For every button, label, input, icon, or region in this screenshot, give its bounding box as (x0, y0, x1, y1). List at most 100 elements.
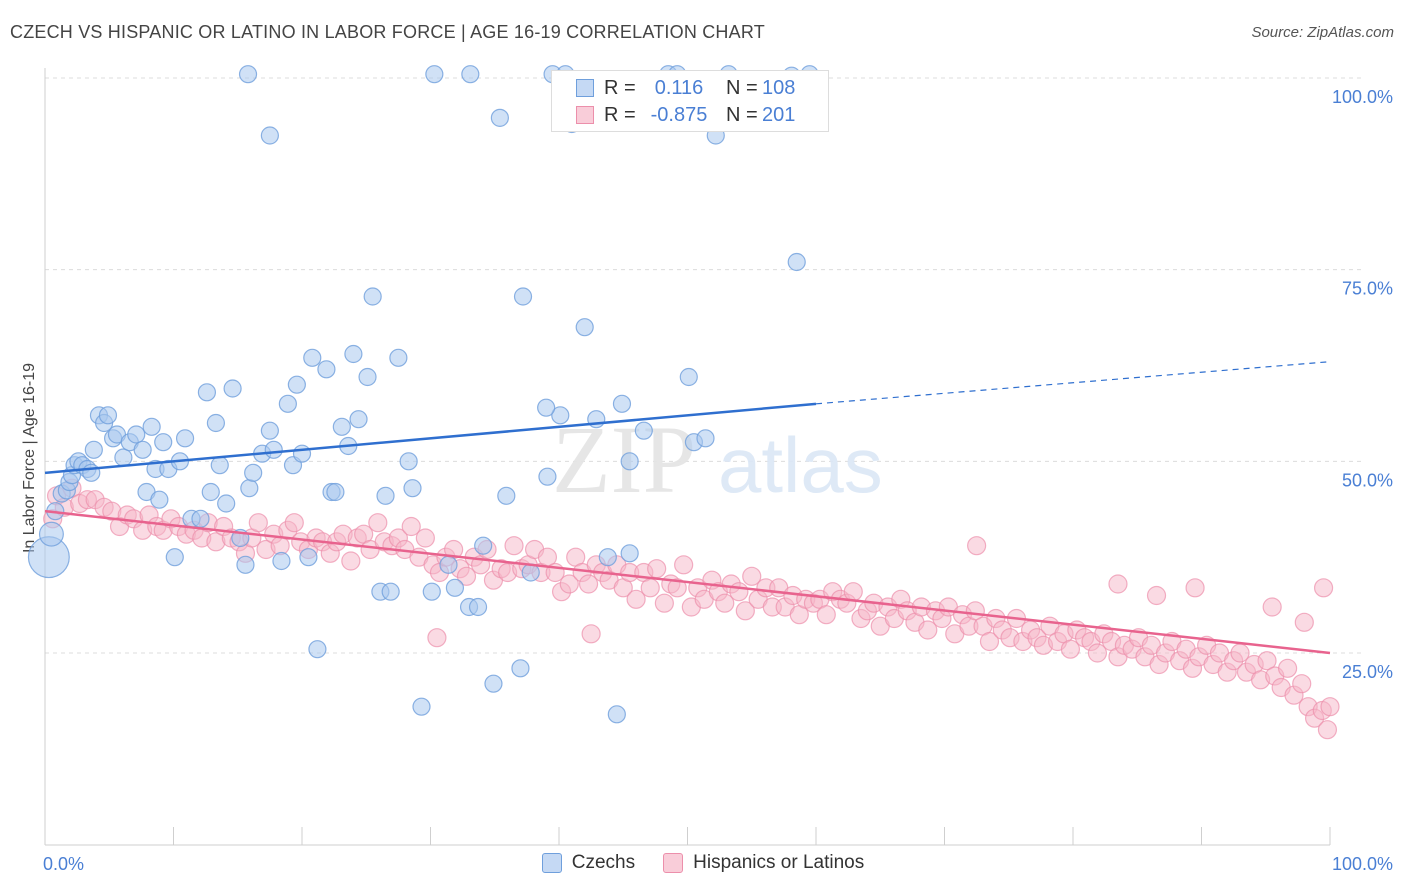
correlation-legend: R = 0.116 N = 108 R = -0.875 N = 201 (551, 70, 829, 132)
czech-trend-line-extension (815, 361, 1331, 405)
czech-point (154, 433, 173, 452)
czech-point (210, 456, 229, 475)
trend-lines (44, 361, 1331, 655)
czech-point (308, 640, 327, 659)
czech-point (236, 555, 255, 574)
czech-point (484, 674, 503, 693)
czech-point (412, 697, 431, 716)
chart-title: CZECH VS HISPANIC OR LATINO IN LABOR FOR… (10, 22, 765, 42)
czech-point (175, 429, 195, 448)
x-tick-label: 0.0% (43, 854, 84, 874)
czech-point (278, 394, 297, 413)
czech-point (399, 452, 418, 471)
hispanic-point (979, 631, 1000, 652)
czech-point (403, 479, 422, 498)
hispanic-point (647, 559, 667, 579)
czech-point (425, 65, 444, 84)
czech-point (575, 318, 594, 337)
hispanic-point (1320, 697, 1340, 717)
series-legend: Czechs Hispanics or Latinos (0, 852, 1406, 874)
hispanic-point (654, 593, 674, 613)
czech-point (272, 551, 291, 571)
czech-point (349, 410, 368, 429)
hispanic-point (742, 566, 762, 586)
legend-swatch-czechs (576, 79, 594, 97)
czech-point (537, 398, 556, 417)
czech-point (201, 482, 220, 502)
czech-point (206, 413, 226, 433)
legend-r-label: R = (604, 103, 636, 126)
hispanic-point (816, 605, 836, 625)
hispanic-point (504, 536, 524, 556)
y-tick-label: 75.0% (1342, 279, 1393, 299)
czech-point (363, 287, 382, 306)
czech-point (422, 582, 441, 601)
hispanic-point (401, 516, 421, 537)
czech-point (634, 421, 653, 440)
czech-point (679, 367, 698, 387)
czech-point (150, 490, 169, 509)
hispanic-trend-line (44, 509, 1331, 655)
hispanic-point (415, 528, 435, 548)
hispanic-point (1292, 674, 1312, 694)
czech-point (98, 406, 118, 425)
tick-labels: 25.0% 50.0% 75.0% 100.0% 0.0% 100.0% (43, 87, 1393, 874)
czech-point (82, 463, 101, 482)
czech-point (332, 417, 351, 436)
legend-r-label: R = (604, 76, 636, 99)
czech-point (598, 548, 617, 567)
hispanic-point (427, 628, 447, 648)
hispanic-point (640, 578, 660, 598)
czech-point (244, 463, 263, 482)
hispanic-point (1108, 574, 1128, 594)
hispanic-points (43, 478, 1340, 740)
czech-point (197, 383, 217, 402)
legend-swatch-hispanics (663, 853, 684, 873)
legend-swatch-czechs (541, 853, 562, 873)
czech-point (344, 344, 363, 364)
axes (44, 68, 1331, 846)
czech-point (439, 555, 458, 574)
hispanic-point (729, 582, 749, 602)
legend-item-czechs[interactable]: Czechs (541, 852, 635, 874)
czech-point (303, 348, 322, 367)
hispanic-point (456, 566, 477, 586)
hispanic-point (1146, 585, 1167, 606)
czech-point (127, 425, 146, 444)
czech-point (240, 479, 259, 498)
legend-r-value: -0.875 (650, 103, 708, 126)
czech-trend-line (44, 402, 817, 475)
czech-point (607, 705, 626, 724)
legend-swatch-hispanics (576, 106, 594, 124)
hispanic-point (1294, 612, 1314, 632)
hispanic-point (284, 513, 304, 533)
czech-point (260, 126, 279, 145)
czech-point (358, 367, 377, 387)
y-tick-label: 100.0% (1332, 87, 1393, 107)
hispanic-point (248, 513, 268, 533)
legend-item-hispanics[interactable]: Hispanics or Latinos (663, 852, 864, 874)
legend-n-label: N = (726, 103, 758, 126)
czech-point (114, 448, 133, 467)
hispanic-point (1060, 639, 1081, 659)
czech-point (461, 65, 480, 84)
czech-point (287, 375, 306, 394)
czech-point (84, 440, 103, 459)
czech-point (381, 582, 400, 601)
hispanic-point (667, 578, 687, 598)
hispanic-point (1257, 651, 1277, 671)
czech-points (27, 65, 819, 724)
hispanic-point (967, 536, 987, 556)
legend-n-value: 108 (762, 76, 796, 99)
czech-point (38, 521, 64, 547)
czech-point (474, 536, 493, 555)
watermark-atlas: atlas (718, 421, 883, 509)
czech-point (497, 486, 516, 505)
hispanic-point (581, 624, 601, 644)
czech-point (787, 252, 806, 272)
czech-point (513, 287, 533, 306)
hispanic-point (674, 555, 694, 575)
hispanic-point (559, 574, 579, 594)
hispanic-point (578, 574, 599, 594)
